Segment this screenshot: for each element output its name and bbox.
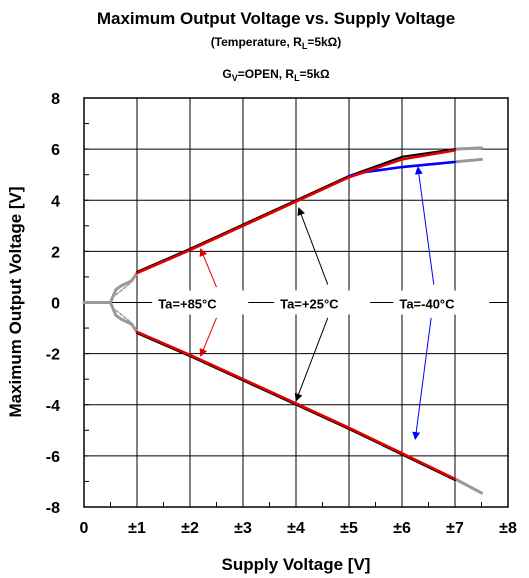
arrow-40c-up: [414, 166, 435, 285]
ticks: [83, 97, 509, 508]
y-tick-label: 8: [51, 91, 60, 108]
y-tick-labels: 8 6 4 2 0 -2 -4 -6 -8: [46, 91, 60, 517]
series-line-negative: [135, 330, 457, 481]
arrow-40c-down: [412, 317, 432, 441]
arrow-25c-down: [294, 317, 329, 402]
x-tick-label: ±7: [446, 520, 464, 537]
x-tick-label: ±2: [181, 520, 199, 537]
chart-subtitle: (Temperature, RL=5kΩ): [211, 35, 342, 51]
x-tick-label: ±4: [287, 520, 305, 537]
annotation-label: Ta=+25°C: [280, 297, 339, 312]
gray-end-negative: [453, 477, 483, 495]
x-tick-labels: 0 ±1 ±2 ±3 ±4 ±5 ±6 ±7 ±8: [80, 520, 517, 537]
x-axis-label: Supply Voltage [V]: [222, 555, 371, 574]
x-tick-label: ±5: [340, 520, 358, 537]
y-tick-label: 0: [51, 296, 60, 313]
x-tick-label: ±3: [234, 520, 252, 537]
y-tick-label: 6: [51, 142, 60, 159]
low-voltage-negative-dash: [115, 309, 133, 324]
annotation-bg: [152, 290, 249, 315]
low-voltage-negative: [82, 301, 139, 334]
x-tick-label: ±6: [393, 520, 411, 537]
y-tick-label: -4: [46, 398, 60, 415]
y-tick-label: -6: [46, 449, 60, 466]
x-tick-label: ±1: [128, 520, 146, 537]
low-voltage-positive-dash: [115, 281, 133, 296]
y-tick-label: -2: [46, 347, 60, 364]
series-line-positive: [135, 149, 457, 275]
y-tick-label: 2: [51, 244, 60, 261]
annotations: Ta=+85°C Ta=+25°C Ta=-40°C: [152, 166, 490, 441]
x-tick-label: 0: [80, 520, 89, 537]
annotation-label: Ta=-40°C: [399, 297, 455, 312]
arrow-85c-down: [199, 317, 217, 357]
arrow-25c-up: [297, 207, 329, 285]
y-tick-label: -8: [46, 500, 60, 517]
gray-end-positive: [453, 146, 483, 151]
y-tick-label: 4: [51, 193, 60, 210]
x-tick-label: ±8: [499, 520, 517, 537]
annotation-bg: [393, 290, 490, 315]
chart-title: Maximum Output Voltage vs. Supply Voltag…: [97, 9, 455, 28]
annotation-bg: [274, 290, 371, 315]
annotation-label: Ta=+85°C: [158, 297, 217, 312]
y-axis-label: Maximum Output Voltage [V]: [6, 186, 25, 417]
chart-condition: GV=OPEN, RL=5kΩ: [222, 67, 330, 83]
arrow-85c-up: [199, 248, 217, 288]
series-lines: [82, 146, 483, 495]
low-voltage-positive: [82, 271, 139, 304]
gray-end-positive-2: [453, 157, 483, 164]
